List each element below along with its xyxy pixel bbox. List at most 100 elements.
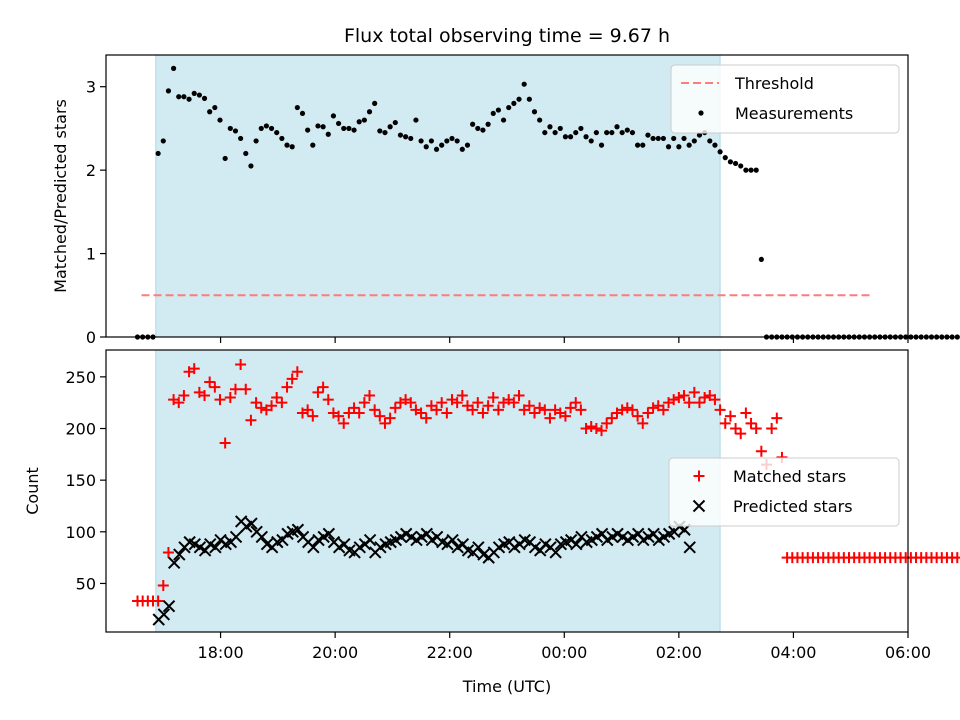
data-point xyxy=(245,517,258,530)
data-point xyxy=(660,135,666,142)
plot-frame xyxy=(105,54,909,338)
data-point xyxy=(472,397,484,409)
data-point xyxy=(255,530,269,544)
data-point xyxy=(537,117,543,123)
data-point xyxy=(542,129,548,136)
data-point xyxy=(678,389,690,401)
data-point xyxy=(606,412,618,424)
data-point xyxy=(472,541,485,554)
data-point xyxy=(315,123,321,129)
observing-interval-shade xyxy=(155,54,721,338)
data-point xyxy=(289,144,295,150)
data-point xyxy=(229,383,241,395)
data-point xyxy=(699,392,711,404)
data-point xyxy=(212,104,218,111)
data-point xyxy=(423,144,429,150)
data-point xyxy=(676,144,682,150)
data-point xyxy=(693,397,705,409)
data-point xyxy=(528,407,540,419)
data-point xyxy=(596,425,608,437)
data-point xyxy=(750,423,762,435)
data-point xyxy=(162,599,176,613)
plot-frame xyxy=(105,349,909,633)
data-point xyxy=(755,445,767,457)
x-axis-label: Time (UTC) xyxy=(462,677,551,696)
data-point xyxy=(348,402,360,414)
data-point xyxy=(567,134,574,140)
data-point xyxy=(162,546,174,558)
data-point xyxy=(683,397,695,409)
data-point xyxy=(951,552,960,564)
data-point xyxy=(379,417,391,429)
data-point xyxy=(305,127,311,133)
data-point xyxy=(358,397,370,409)
data-point xyxy=(470,121,476,127)
data-point xyxy=(307,410,319,422)
data-point xyxy=(449,135,455,142)
data-point xyxy=(730,423,742,435)
data-point xyxy=(364,389,376,401)
data-point xyxy=(444,138,450,144)
data-point xyxy=(928,334,935,340)
y-tick-label: 3 xyxy=(86,78,96,97)
data-point xyxy=(232,128,239,134)
data-point xyxy=(201,95,208,101)
data-point xyxy=(307,541,320,554)
data-point xyxy=(655,135,661,142)
data-point xyxy=(626,404,638,416)
y-tick-label: 50 xyxy=(76,574,96,593)
data-point xyxy=(155,150,161,157)
x-tick-label: 04:00 xyxy=(770,643,816,662)
data-point xyxy=(570,537,583,551)
data-point xyxy=(766,423,778,435)
data-point xyxy=(923,334,929,340)
data-point xyxy=(238,135,244,142)
data-point xyxy=(281,381,293,393)
data-point xyxy=(160,138,166,144)
data-point xyxy=(570,397,582,409)
data-point xyxy=(758,256,764,263)
data-point xyxy=(686,142,692,148)
data-point xyxy=(181,94,187,100)
data-point xyxy=(322,527,336,541)
data-point xyxy=(219,437,231,449)
data-point xyxy=(635,142,641,148)
data-point xyxy=(253,138,259,144)
data-point xyxy=(369,404,381,416)
data-point xyxy=(598,142,605,148)
data-point xyxy=(707,138,713,144)
data-point xyxy=(492,404,504,416)
data-point xyxy=(330,113,337,119)
data-point xyxy=(709,394,721,406)
data-point xyxy=(196,92,202,98)
data-point xyxy=(227,125,233,132)
data-point xyxy=(573,129,579,136)
data-point xyxy=(657,404,669,416)
data-point xyxy=(377,128,383,134)
data-point xyxy=(464,142,471,148)
data-point xyxy=(173,397,185,409)
legend-swatch xyxy=(693,470,705,482)
data-point xyxy=(418,138,424,144)
data-point xyxy=(382,129,388,136)
chart-title: Flux total observing time = 9.67 h xyxy=(344,25,670,47)
legend: Threshold Measurements xyxy=(670,64,900,134)
data-point xyxy=(322,394,334,406)
data-point xyxy=(217,117,223,123)
data-point xyxy=(642,407,654,419)
data-point xyxy=(266,400,278,412)
data-point xyxy=(333,410,345,422)
data-point xyxy=(601,417,613,429)
data-point xyxy=(361,117,367,123)
data-point xyxy=(508,397,520,409)
data-point xyxy=(722,155,728,161)
data-point xyxy=(199,389,211,401)
data-point xyxy=(157,608,171,621)
series-predicted-stars xyxy=(152,515,696,626)
data-point xyxy=(392,119,398,126)
data-point xyxy=(485,121,491,127)
data-point xyxy=(557,125,563,132)
data-point xyxy=(441,407,453,419)
data-point xyxy=(552,129,558,136)
